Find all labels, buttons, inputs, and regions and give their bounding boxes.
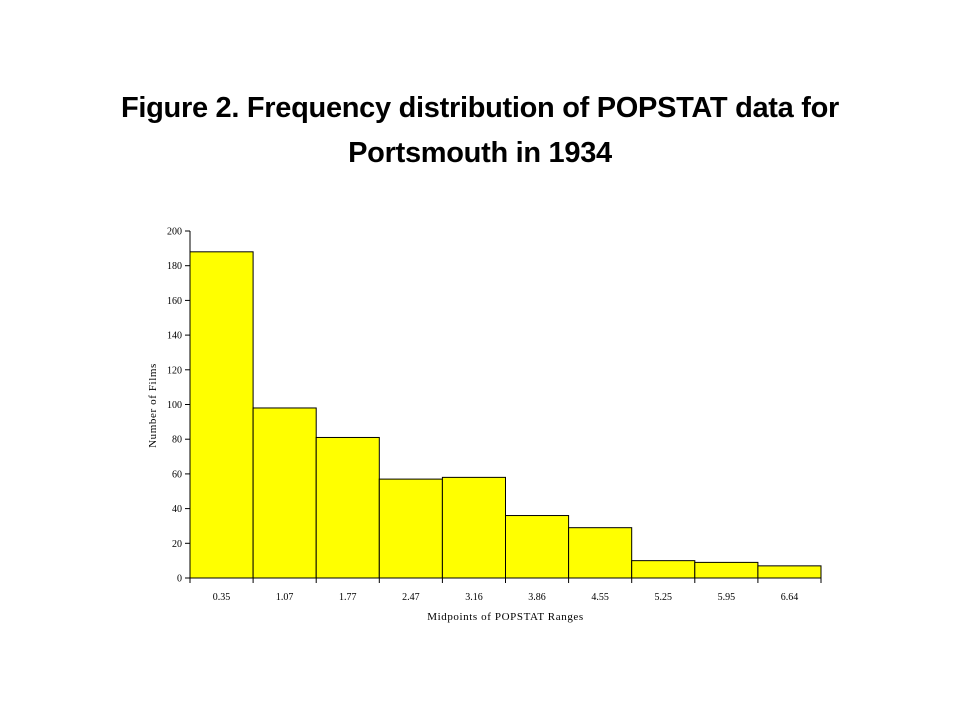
x-tick-label-3.86: 3.86 [528, 592, 546, 603]
bar-3.86 [505, 515, 570, 579]
bar-2.47 [378, 478, 443, 579]
bar-1.77 [315, 436, 380, 579]
y-tick-label-140: 140 [167, 331, 182, 342]
chart-title-line-2: Portsmouth in 1934 [348, 137, 612, 169]
x-tick-label-4.55: 4.55 [591, 592, 609, 603]
x-axis-label: Midpoints of POPSTAT Ranges [427, 611, 584, 623]
y-tick-label-60: 60 [172, 469, 182, 480]
x-tick-label-2.47: 2.47 [402, 592, 420, 603]
x-axis: 0.35 1.07 1.77 2.47 3.16 3.86 4.55 5.25 5.95 6.64 [189, 577, 822, 603]
y-tick-label-100: 100 [167, 400, 182, 411]
bars-group [189, 251, 822, 579]
y-axis: 0 20 40 60 80 100 120 140 160 180 200 [167, 227, 191, 585]
y-tick-label-160: 160 [167, 296, 182, 307]
x-tick-label-6.64: 6.64 [781, 592, 799, 603]
bar-3.16 [441, 476, 506, 579]
y-tick-label-0: 0 [177, 574, 182, 585]
y-tick-label-40: 40 [172, 504, 182, 515]
bar-6.64 [757, 565, 822, 579]
x-tick-label-1.77: 1.77 [339, 592, 357, 603]
y-axis-label: Number of Films [147, 363, 159, 448]
bar-5.25 [631, 560, 696, 579]
y-tick-label-200: 200 [167, 227, 182, 238]
x-tick-label-0.35: 0.35 [213, 592, 231, 603]
bar-4.55 [568, 527, 633, 579]
chart-title-line-1: Figure 2. Frequency distribution of POPS… [120, 92, 840, 124]
x-tick-label-5.25: 5.25 [655, 592, 673, 603]
bar-1.07 [252, 407, 317, 579]
x-tick-label-1.07: 1.07 [276, 592, 294, 603]
x-tick-label-3.16: 3.16 [465, 592, 483, 603]
y-tick-label-80: 80 [172, 435, 182, 446]
chart-title: Figure 2. Frequency distribution of POPS… [40, 86, 920, 176]
x-tick-label-5.95: 5.95 [718, 592, 736, 603]
bar-0.35 [189, 251, 254, 579]
y-tick-label-20: 20 [172, 539, 182, 550]
y-tick-label-120: 120 [167, 365, 182, 376]
y-tick-label-180: 180 [167, 261, 182, 272]
bar-5.95 [694, 561, 759, 579]
